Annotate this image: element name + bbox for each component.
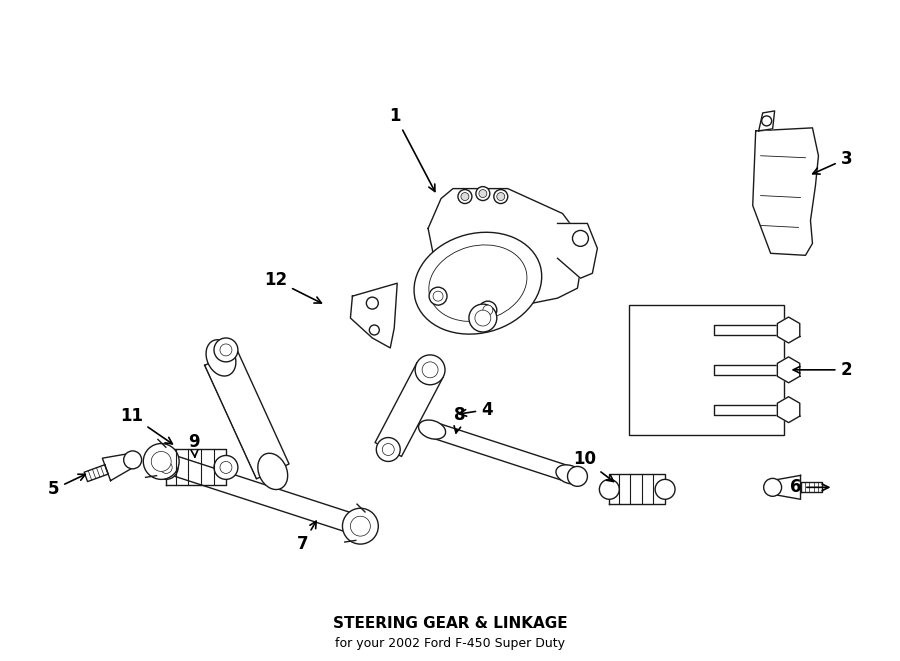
Text: for your 2002 Ford F-450 Super Duty: for your 2002 Ford F-450 Super Duty: [335, 637, 565, 650]
Circle shape: [483, 305, 493, 315]
Ellipse shape: [428, 245, 526, 321]
Circle shape: [494, 190, 508, 204]
Circle shape: [476, 186, 490, 200]
Text: 7: 7: [297, 522, 316, 553]
Circle shape: [479, 301, 497, 319]
Polygon shape: [85, 465, 108, 482]
Text: STEERING GEAR & LINKAGE: STEERING GEAR & LINKAGE: [333, 616, 567, 631]
Circle shape: [469, 304, 497, 332]
Text: 3: 3: [813, 150, 852, 174]
Circle shape: [568, 467, 588, 486]
Circle shape: [382, 444, 394, 455]
Circle shape: [220, 344, 232, 356]
Circle shape: [429, 287, 447, 305]
Polygon shape: [557, 223, 598, 278]
Text: 11: 11: [120, 407, 172, 444]
Circle shape: [366, 297, 378, 309]
Ellipse shape: [556, 465, 583, 484]
Text: 6: 6: [790, 479, 829, 496]
Polygon shape: [158, 452, 364, 535]
Circle shape: [123, 451, 141, 469]
Circle shape: [151, 451, 171, 471]
Circle shape: [154, 455, 178, 479]
Circle shape: [655, 479, 675, 499]
Circle shape: [475, 310, 491, 326]
Circle shape: [433, 291, 443, 301]
Polygon shape: [778, 317, 800, 343]
Polygon shape: [429, 422, 572, 482]
Circle shape: [343, 508, 378, 544]
Polygon shape: [375, 363, 444, 457]
Circle shape: [369, 325, 379, 335]
Polygon shape: [778, 397, 800, 422]
Polygon shape: [714, 405, 788, 414]
Polygon shape: [428, 188, 582, 306]
Circle shape: [214, 338, 238, 362]
Circle shape: [572, 231, 589, 247]
Circle shape: [761, 116, 771, 126]
Ellipse shape: [418, 420, 446, 439]
Circle shape: [214, 455, 238, 479]
Circle shape: [350, 516, 370, 536]
Polygon shape: [759, 111, 775, 131]
Circle shape: [461, 192, 469, 200]
Text: 12: 12: [265, 271, 321, 303]
Circle shape: [764, 479, 781, 496]
Polygon shape: [609, 475, 665, 504]
Circle shape: [422, 362, 438, 378]
Circle shape: [497, 192, 505, 200]
Text: 2: 2: [793, 361, 852, 379]
Circle shape: [376, 438, 400, 461]
Circle shape: [160, 461, 172, 473]
Polygon shape: [714, 365, 788, 375]
Polygon shape: [800, 483, 823, 492]
Bar: [629, 305, 784, 434]
Text: 8: 8: [454, 406, 465, 433]
Ellipse shape: [257, 453, 288, 490]
Ellipse shape: [206, 340, 236, 376]
Text: 9: 9: [188, 432, 200, 457]
Circle shape: [143, 444, 179, 479]
Polygon shape: [772, 475, 800, 499]
Polygon shape: [103, 453, 135, 481]
Text: 4: 4: [460, 401, 492, 418]
Text: 5: 5: [48, 474, 86, 498]
Circle shape: [599, 479, 619, 499]
Text: 10: 10: [573, 450, 614, 482]
Circle shape: [458, 190, 472, 204]
Polygon shape: [166, 449, 226, 485]
Polygon shape: [204, 350, 289, 479]
Circle shape: [220, 461, 232, 473]
Circle shape: [479, 190, 487, 198]
Polygon shape: [778, 357, 800, 383]
Circle shape: [415, 355, 445, 385]
Polygon shape: [350, 283, 397, 348]
Ellipse shape: [414, 232, 542, 334]
Polygon shape: [752, 128, 818, 255]
Text: 1: 1: [390, 107, 435, 192]
Polygon shape: [714, 325, 788, 335]
